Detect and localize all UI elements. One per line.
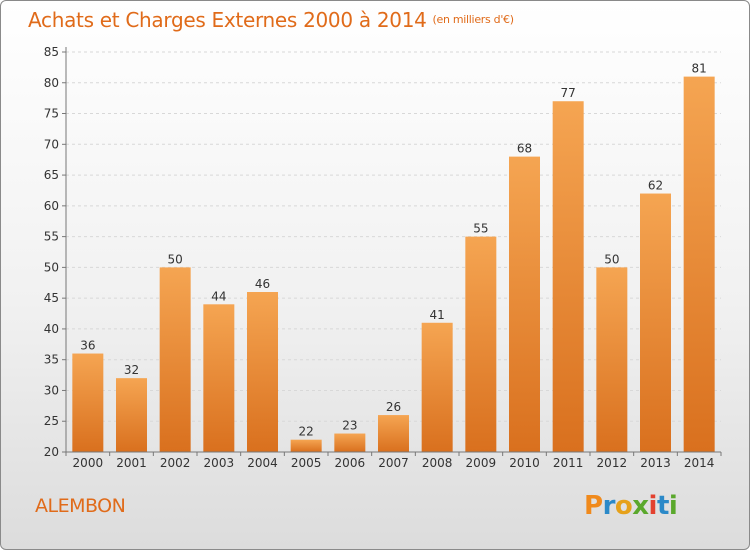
logo-letter: r (602, 491, 616, 521)
data-label: 44 (211, 289, 226, 303)
bars (72, 76, 715, 453)
x-tick-label: 2014 (684, 456, 715, 470)
y-tick-label: 45 (44, 291, 59, 305)
proxiti-logo: Proxiti (584, 491, 678, 521)
x-axis-ticks: 2000 2001 2002 2003 2004 2005 2006 2007 2008 2009… (65, 452, 722, 470)
x-tick-label: 2006 (335, 456, 366, 470)
y-tick-label: 75 (44, 107, 59, 121)
x-tick-label: 2000 (73, 456, 104, 470)
x-tick-label: 2013 (640, 456, 671, 470)
x-tick-label: 2011 (553, 456, 584, 470)
y-tick-label: 40 (44, 322, 59, 336)
y-tick-label: 20 (44, 445, 59, 459)
x-tick-label: 2009 (466, 456, 497, 470)
bar (552, 101, 584, 452)
bar (247, 292, 278, 452)
x-tick-label: 2008 (422, 456, 453, 470)
y-axis-ticks: 20 25 30 35 40 45 50 55 60 65 70 75 80 85 (44, 45, 66, 459)
y-tick-label: 70 (44, 137, 59, 151)
data-label: 55 (473, 222, 488, 236)
data-label: 81 (692, 62, 707, 76)
y-tick-label: 60 (44, 199, 59, 213)
logo-letter: x (632, 491, 649, 521)
unit-text: (en milliers d'€) (432, 13, 514, 26)
bar (596, 267, 628, 452)
logo-letter: t (656, 491, 669, 521)
data-labels: 36 32 50 44 46 22 23 26 41 55 68 77 50 62 81 (80, 62, 707, 439)
data-label: 62 (648, 179, 663, 193)
bar (640, 193, 671, 453)
data-label: 46 (255, 277, 270, 291)
y-tick-label: 50 (44, 260, 59, 274)
y-tick-label: 35 (44, 353, 59, 367)
bar (421, 322, 453, 452)
y-tick-label: 80 (44, 76, 59, 90)
data-label: 32 (124, 363, 139, 377)
axes (65, 47, 721, 453)
data-label: 36 (80, 339, 95, 353)
data-label: 22 (299, 425, 314, 439)
bar (334, 433, 366, 452)
x-tick-label: 2007 (378, 456, 409, 470)
data-label: 41 (430, 308, 445, 322)
data-label: 77 (561, 86, 576, 100)
x-tick-label: 2005 (291, 456, 322, 470)
bar (72, 353, 104, 452)
x-tick-label: 2003 (204, 456, 235, 470)
chart-title: Achats et Charges Externes 2000 à 2014 (e… (28, 8, 514, 32)
y-tick-label: 30 (44, 383, 59, 397)
title-text: Achats et Charges Externes 2000 à 2014 (28, 8, 427, 32)
data-label: 50 (604, 252, 619, 266)
x-tick-label: 2002 (160, 456, 191, 470)
bar (159, 267, 191, 452)
x-tick-label: 2012 (597, 456, 628, 470)
x-tick-label: 2010 (509, 456, 540, 470)
x-tick-label: 2001 (116, 456, 147, 470)
bar (290, 439, 322, 452)
logo-letter: i (648, 491, 658, 521)
data-label: 68 (517, 142, 532, 156)
logo-letter: o (614, 491, 633, 521)
data-label: 26 (386, 400, 401, 414)
y-tick-label: 85 (44, 45, 59, 59)
data-label: 23 (342, 419, 357, 433)
bar (465, 236, 497, 452)
y-tick-label: 65 (44, 168, 59, 182)
bar (378, 415, 409, 452)
y-tick-label: 25 (44, 414, 59, 428)
bar (509, 156, 540, 452)
bar (683, 76, 715, 452)
y-tick-label: 55 (44, 230, 59, 244)
logo-letter: i (668, 491, 678, 521)
bar (116, 378, 147, 452)
bar (203, 304, 235, 452)
logo-letter: P (584, 491, 603, 521)
commune-name: ALEMBON (35, 495, 126, 517)
data-label: 50 (168, 252, 183, 266)
x-tick-label: 2004 (247, 456, 278, 470)
